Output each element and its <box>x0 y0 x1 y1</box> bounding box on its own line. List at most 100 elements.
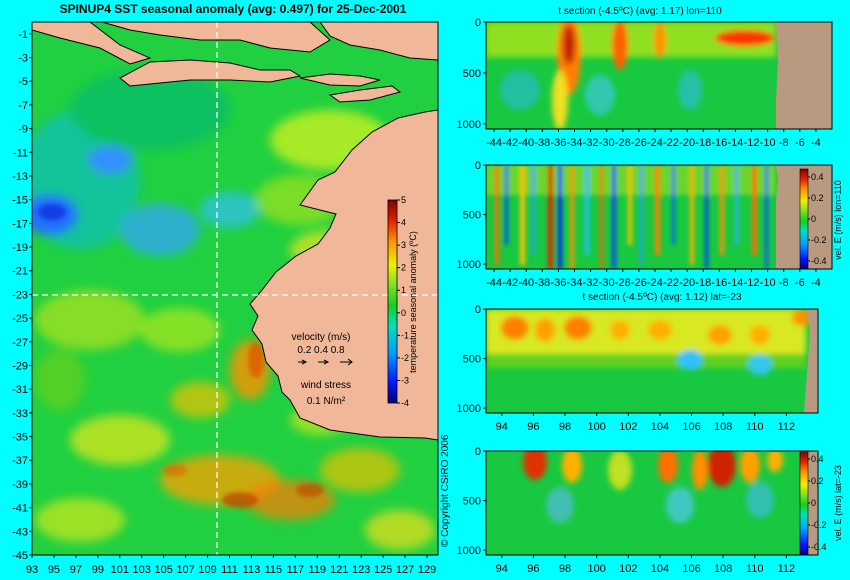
panel1-x-tick-label: -6 <box>795 137 805 149</box>
panel2-x-tick-label: -40 <box>518 277 534 289</box>
panel3-x-tick-label: 104 <box>651 421 669 433</box>
panel1-x-tick-label: -44 <box>486 137 502 149</box>
panel1-x-tick-label: -24 <box>647 137 663 149</box>
figure-title: SPINUP4 SST seasonal anomaly (avg: 0.497… <box>60 2 407 16</box>
panel1-y-tick-label: 500 <box>463 68 481 80</box>
panel3-x-tick-label: 94 <box>496 421 508 433</box>
panel4-x-tick-label: 102 <box>619 563 637 575</box>
map-x-tick-label: 97 <box>70 564 82 576</box>
panel1-y-tick-label: 0 <box>475 17 481 29</box>
panel1-title: t section (-4.5ºC) (avg: 1.17) lon=110 <box>558 6 722 17</box>
velocity-legend-arrows <box>298 358 353 366</box>
map-y-tick-label: -45 <box>12 550 28 562</box>
map-y-tick-label: -7 <box>18 100 28 112</box>
panel2-x-tick-label: -16 <box>711 277 727 289</box>
map-x-tick-label: 113 <box>243 564 261 576</box>
map-y-tick-label: -13 <box>12 171 28 183</box>
panel3-x-tick-label: 112 <box>778 421 796 433</box>
map-y-tick-label: -9 <box>18 124 28 136</box>
panel4-x-tick-label: 112 <box>778 563 796 575</box>
velocity-legend-scale: 0.2 0.4 0.8 <box>297 345 345 356</box>
java-land <box>119 59 302 87</box>
sulawesi-land <box>319 22 438 61</box>
copyright: © Copyright CSIRO 2006 <box>440 434 451 547</box>
sst-map: 5 4 3 2 1 0 -1 -2 -3 -4 temperature seasonal anom… <box>12 21 439 576</box>
map-x-tick-label: 123 <box>352 564 370 576</box>
panel2-x-tick-label: -4 <box>811 277 821 289</box>
map-colorbar-tick-label: -2 <box>401 353 409 363</box>
map-y-tick-label: -15 <box>12 195 28 207</box>
panel1-x-tick-label: -28 <box>615 137 631 149</box>
panel2-x-tick-label: -12 <box>744 277 760 289</box>
panel3-x-tick-label: 106 <box>682 421 700 433</box>
map-y-tick-label: -25 <box>12 313 28 325</box>
map-x-tick-label: 129 <box>418 564 436 576</box>
panel-t-section-lat-23: t section (-4.5ºC) (avg: 1.12) lat=-23 0… <box>457 292 819 433</box>
panel1-x-tick-label: -32 <box>583 137 599 149</box>
map-frame <box>31 21 439 556</box>
map-colorbar-tick-label: 2 <box>401 263 406 273</box>
panel2-x-tick-label: -26 <box>631 277 647 289</box>
panel4-colorbar-ticks: 0.4 0.2 0 -0.2 -0.4 <box>808 454 827 552</box>
map-y-tick-label: -11 <box>13 147 28 159</box>
panel2-colorbar-tick-label: -0.4 <box>811 256 827 266</box>
panel2-x-tick-label: -44 <box>486 277 502 289</box>
map-x-tick-label: 117 <box>287 564 305 576</box>
map-y-tick-label: -1 <box>18 29 28 41</box>
panel1-x-tick-label: -36 <box>550 137 566 149</box>
panel4-x-tick-label: 106 <box>682 563 700 575</box>
map-y-tick-label: -17 <box>12 218 28 230</box>
panel4-x-tick-label: 100 <box>587 563 605 575</box>
panel1-x-tick-label: -26 <box>631 137 647 149</box>
map-x-tick-label: 99 <box>92 564 104 576</box>
panel1-x-tick-label: -8 <box>779 137 789 149</box>
panel4-colorbar <box>799 450 809 556</box>
nusa-tenggara-land <box>299 73 402 103</box>
map-x-ticks: 93 95 97 99 101 103 105 107 109 111 113 115 117 119 12… <box>26 555 436 576</box>
panel2-x-tick-label: -42 <box>502 277 518 289</box>
panel1-x-tick-label: -16 <box>711 137 727 149</box>
map-y-tick-label: -27 <box>12 337 28 349</box>
panel2-colorbar-ticks: 0.4 0.2 0 -0.2 -0.4 <box>808 172 827 266</box>
panel4-colorbar-label: vel. E (m/s) lat=-23 <box>833 465 843 541</box>
wind-legend-label: wind stress <box>300 380 351 391</box>
panel1-x-tick-label: -10 <box>760 137 776 149</box>
panel1-x-tick-label: -18 <box>695 137 711 149</box>
panel1-x-tick-label: -40 <box>518 137 534 149</box>
panel4-x-tick-label: 98 <box>559 563 571 575</box>
map-colorbar-tick-label: 4 <box>401 218 406 228</box>
panel3-x-tick-label: 98 <box>559 421 571 433</box>
panel2-x-tick-label: -20 <box>679 277 695 289</box>
map-colorbar-tick-label: 3 <box>401 240 406 250</box>
map-colorbar-label: temperature seasonal anomaly (ºC) <box>408 231 418 373</box>
map-x-tick-label: 115 <box>265 564 283 576</box>
panel2-x-tick-label: -8 <box>779 277 789 289</box>
map-y-tick-label: -23 <box>12 289 28 301</box>
map-y-tick-label: -43 <box>12 526 28 538</box>
panel3-y-tick-label: 1000 <box>457 403 481 415</box>
panel1-x-tick-label: -42 <box>502 137 518 149</box>
map-x-tick-label: 103 <box>133 564 151 576</box>
panel3-x-tick-label: 108 <box>714 421 732 433</box>
map-colorbar-tick-label: -1 <box>401 330 409 340</box>
map-colorbar-tick-label: -4 <box>401 398 409 408</box>
panel2-x-tick-label: -6 <box>795 277 805 289</box>
panel2-colorbar <box>799 168 809 270</box>
map-y-tick-label: -39 <box>12 479 28 491</box>
map-colorbar-tick-label: 5 <box>401 195 406 205</box>
panel2-x-tick-label: -36 <box>550 277 566 289</box>
map-y-tick-label: -41 <box>12 503 28 515</box>
map-y-tick-label: -3 <box>18 53 28 65</box>
panel2-colorbar-tick-label: 0.2 <box>811 193 824 203</box>
panel1-bathymetry <box>776 22 832 129</box>
panel2-colorbar-label: vel. E (m/s) lon=110 <box>833 180 843 260</box>
panel-t-section-lon110: t section (-4.5ºC) (avg: 1.17) lon=110 0… <box>457 6 833 149</box>
map-x-tick-label: 95 <box>48 564 60 576</box>
map-x-tick-label: 101 <box>111 564 129 576</box>
panel2-y-tick-label: 1000 <box>457 259 481 271</box>
map-x-tick-label: 109 <box>198 564 216 576</box>
map-y-tick-label: -37 <box>12 455 28 467</box>
panel2-colorbar-tick-label: 0.4 <box>811 172 824 182</box>
